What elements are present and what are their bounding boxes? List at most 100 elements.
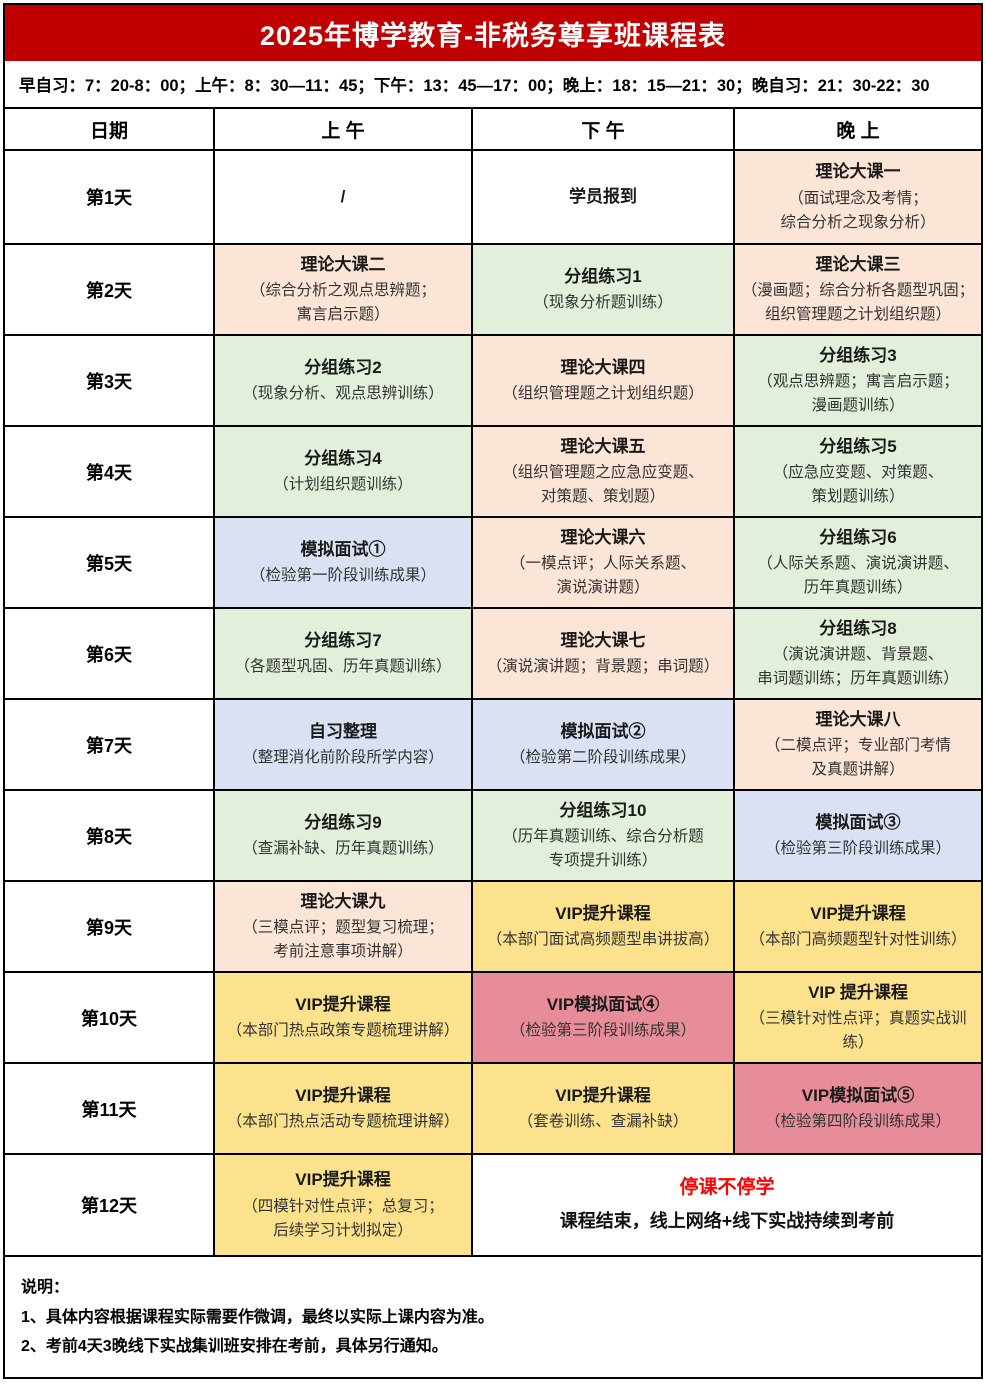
cell-day7-evening: 理论大课八 （二模点评；专业部门考情 及真题讲解）	[735, 700, 981, 789]
cell-day12-afternoon-evening: 停课不停学课程结束，线上网络+线下实战持续到考前	[473, 1155, 981, 1255]
cell-title: 分组练习8	[819, 618, 897, 638]
cell-subtitle: （四模针对性点评；总复习； 后续学习计划拟定）	[242, 1197, 444, 1239]
cell-day10-morning: VIP提升课程 （本部门热点政策专题梳理讲解）	[215, 973, 471, 1062]
cell-title: VIP提升课程	[295, 994, 391, 1014]
cell-subtitle: （检验第三阶段训练成果）	[509, 1022, 696, 1040]
day-label-9: 第9天	[5, 882, 213, 971]
cell-day8-evening: 模拟面试③ （检验第三阶段训练成果）	[735, 791, 981, 880]
day-label-1: 第1天	[5, 151, 213, 243]
cell-day10-evening: VIP 提升课程 （三模针对性点评；真题实战训练）	[735, 973, 981, 1062]
cell-title: VIP提升课程	[295, 1085, 391, 1105]
column-header-evening: 晚 上	[735, 109, 981, 149]
cell-title: 模拟面试③	[815, 812, 901, 832]
cell-title: 理论大课二	[300, 254, 386, 274]
note-item: 1、具体内容根据课程实际需要作微调，最终以实际上课内容为准。	[21, 1308, 494, 1326]
cell-title: 分组练习7	[304, 630, 382, 650]
cell-subtitle: （查漏补缺、历年真题训练）	[242, 840, 444, 858]
cell-subtitle: （检验第四阶段训练成果）	[764, 1113, 951, 1131]
day-label-10: 第10天	[5, 973, 213, 1062]
cell-title: 理论大课八	[815, 709, 901, 729]
cell-day9-afternoon: VIP提升课程 （本部门面试高频题型串讲拔高）	[473, 882, 733, 971]
cell-title: VIP模拟面试⑤	[801, 1085, 915, 1105]
cell-subtitle: （计划组织题训练）	[273, 476, 413, 494]
cell-title: 模拟面试②	[560, 721, 646, 741]
cell-title: 理论大课七	[560, 630, 646, 650]
cell-subtitle: （检验第三阶段训练成果）	[764, 840, 951, 858]
cell-subtitle: （各题型巩固、历年真题训练）	[234, 658, 452, 676]
column-header-morning: 上 午	[215, 109, 471, 149]
cell-subtitle: （现象分析、观点思辨训练）	[242, 385, 444, 403]
day-label-6: 第6天	[5, 609, 213, 698]
cell-day11-afternoon: VIP提升课程 （套卷训练、查漏补缺）	[473, 1064, 733, 1153]
cell-subtitle: （演说演讲题；背景题；串词题）	[486, 658, 720, 676]
notice-title: 停课不停学	[679, 1177, 775, 1199]
cell-subtitle: （套卷训练、查漏补缺）	[517, 1113, 689, 1131]
cell-title: 分组练习6	[819, 527, 897, 547]
column-header-date: 日期	[5, 109, 213, 149]
day-label-2: 第2天	[5, 245, 213, 334]
cell-day6-evening: 分组练习8 （演说演讲题、背景题、 串词题训练；历年真题训练）	[735, 609, 981, 698]
session-times-row: 早自习：7：20-8：00；上午：8：30—11：45；下午：13：45—17：…	[5, 61, 981, 107]
cell-title: 理论大课五	[560, 436, 646, 456]
cell-subtitle: （漫画题；综合分析各题型巩固； 组织管理题之计划组织题）	[741, 282, 975, 324]
cell-title: 理论大课九	[300, 891, 386, 911]
cell-subtitle: （本部门热点活动专题梳理讲解）	[226, 1113, 460, 1131]
cell-subtitle: （组织管理题之应急应变题、 对策题、策划题）	[502, 464, 704, 506]
cell-title: 分组练习3	[819, 345, 897, 365]
cell-subtitle: （演说演讲题、背景题、 串词题训练；历年真题训练）	[757, 646, 959, 688]
cell-day9-evening: VIP提升课程 （本部门高频题型针对性训练）	[735, 882, 981, 971]
cell-day8-afternoon: 分组练习10 （历年真题训练、综合分析题 专项提升训练）	[473, 791, 733, 880]
cell-subtitle: （综合分析之观点思辨题； 寓言启示题）	[249, 282, 436, 324]
cell-title: 分组练习9	[304, 812, 382, 832]
page-title: 2025年博学教育-非税务尊享班课程表	[259, 20, 727, 51]
cell-subtitle: （历年真题训练、综合分析题 专项提升训练）	[502, 828, 704, 870]
cell-day4-morning: 分组练习4 （计划组织题训练）	[215, 427, 471, 516]
cell-subtitle: （三模针对性点评；真题实战训练）	[749, 1010, 967, 1052]
cell-day3-afternoon: 理论大课四 （组织管理题之计划组织题）	[473, 336, 733, 425]
cell-subtitle: （本部门热点政策专题梳理讲解）	[226, 1022, 460, 1040]
cell-title: 理论大课一	[815, 162, 901, 182]
cell-title: 分组练习2	[304, 357, 382, 377]
column-header-afternoon: 下 午	[473, 109, 733, 149]
cell-day5-morning: 模拟面试① （检验第一阶段训练成果）	[215, 518, 471, 607]
day-label-3: 第3天	[5, 336, 213, 425]
session-times-text: 早自习：7：20-8：00；上午：8：30—11：45；下午：13：45—17：…	[19, 77, 930, 95]
cell-day11-morning: VIP提升课程 （本部门热点活动专题梳理讲解）	[215, 1064, 471, 1153]
cell-title: 学员报到	[569, 187, 637, 207]
cell-subtitle: （检验第一阶段训练成果）	[249, 567, 436, 585]
cell-subtitle: （本部门面试高频题型串讲拔高）	[486, 931, 720, 949]
cell-title: /	[340, 187, 346, 207]
notes-section: 说明： 1、具体内容根据课程实际需要作微调，最终以实际上课内容为准。 2、考前4…	[5, 1257, 981, 1377]
cell-title: VIP提升课程	[555, 903, 651, 923]
cell-day3-evening: 分组练习3 （观点思辨题；寓言启示题； 漫画题训练）	[735, 336, 981, 425]
cell-day7-morning: 自习整理 （整理消化前阶段所学内容）	[215, 700, 471, 789]
cell-subtitle: （应急应变题、对策题、 策划题训练）	[772, 464, 944, 506]
cell-day1-afternoon: 学员报到	[473, 151, 733, 243]
notice-subtitle: 课程结束，线上网络+线下实战持续到考前	[559, 1210, 895, 1231]
cell-day1-morning: /	[215, 151, 471, 243]
cell-title: 自习整理	[309, 721, 377, 741]
day-label-12: 第12天	[5, 1155, 213, 1255]
cell-day6-morning: 分组练习7 （各题型巩固、历年真题训练）	[215, 609, 471, 698]
cell-day1-evening: 理论大课一 （面试理念及考情； 综合分析之现象分析）	[735, 151, 981, 243]
notes-heading: 说明：	[21, 1279, 70, 1296]
day-label-11: 第11天	[5, 1064, 213, 1153]
cell-title: 分组练习5	[819, 436, 897, 456]
cell-day11-evening: VIP模拟面试⑤ （检验第四阶段训练成果）	[735, 1064, 981, 1153]
cell-day2-morning: 理论大课二 （综合分析之观点思辨题； 寓言启示题）	[215, 245, 471, 334]
cell-title: VIP提升课程	[555, 1085, 651, 1105]
cell-subtitle: （三模点评；题型复习梳理； 考前注意事项讲解）	[242, 919, 444, 961]
cell-title: 分组练习10	[559, 800, 647, 820]
cell-day7-afternoon: 模拟面试② （检验第二阶段训练成果）	[473, 700, 733, 789]
cell-subtitle: （面试理念及考情； 综合分析之现象分析）	[780, 189, 936, 231]
cell-day4-evening: 分组练习5 （应急应变题、对策题、 策划题训练）	[735, 427, 981, 516]
title-banner: 2025年博学教育-非税务尊享班课程表	[5, 5, 981, 61]
cell-day5-evening: 分组练习6 （人际关系题、演说演讲题、 历年真题训练）	[735, 518, 981, 607]
cell-title: 模拟面试①	[300, 539, 386, 559]
cell-day3-morning: 分组练习2 （现象分析、观点思辨训练）	[215, 336, 471, 425]
cell-day2-afternoon: 分组练习1 （现象分析题训练）	[473, 245, 733, 334]
cell-title: VIP提升课程	[295, 1170, 391, 1190]
day-label-5: 第5天	[5, 518, 213, 607]
cell-subtitle: （现象分析题训练）	[533, 294, 673, 312]
cell-title: 分组练习1	[564, 266, 642, 286]
